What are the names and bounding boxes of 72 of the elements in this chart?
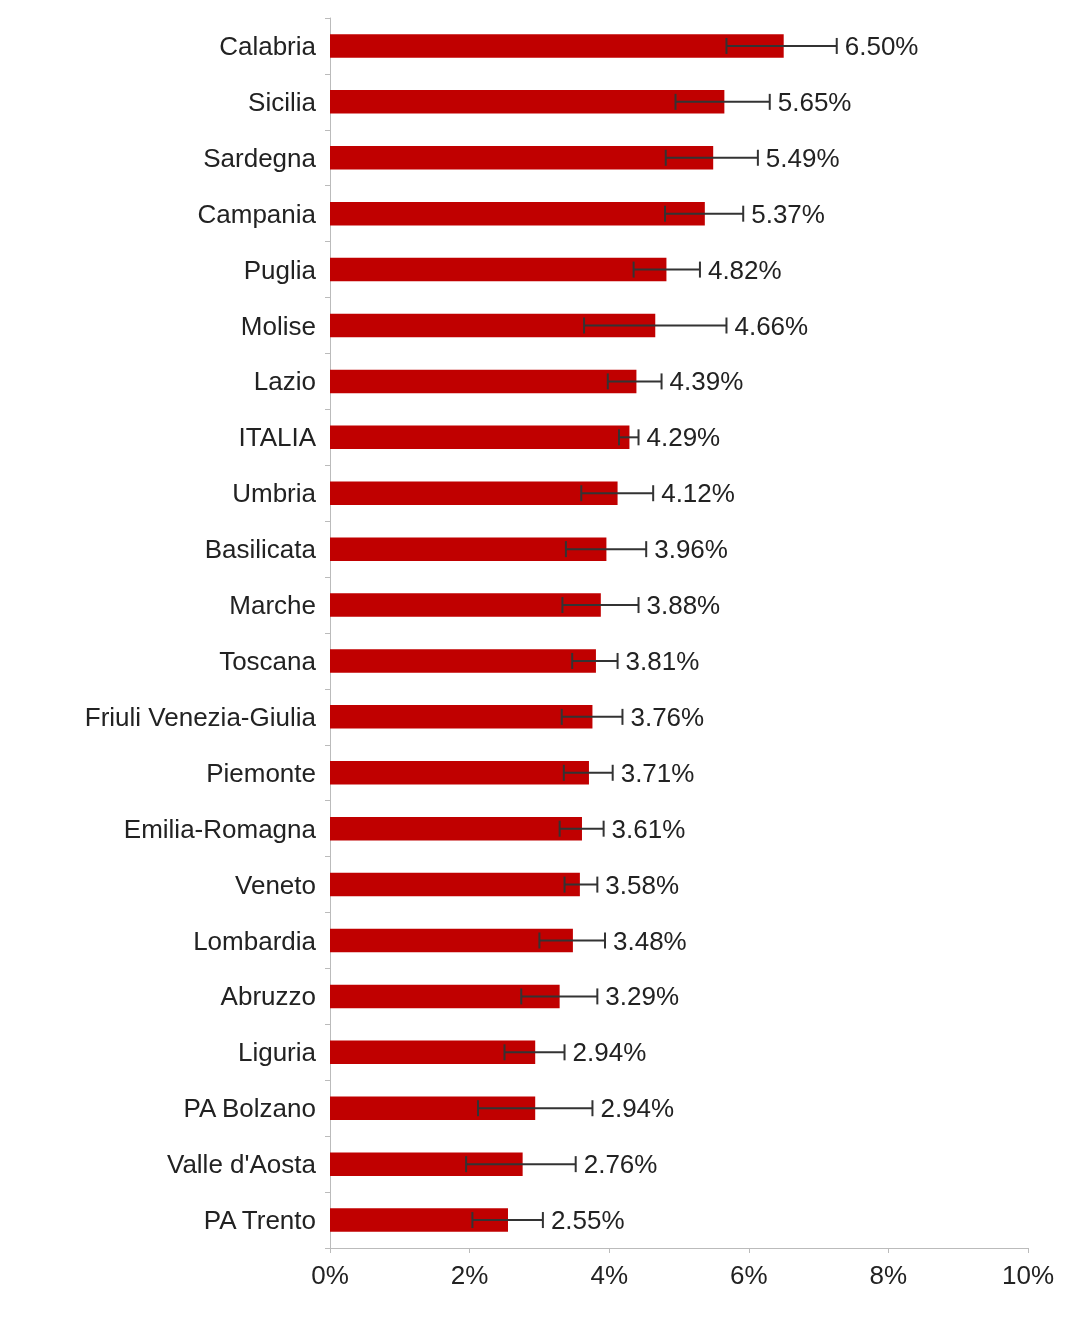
y-tick-label: Molise	[240, 310, 316, 341]
x-tick-label: 10%	[1001, 1260, 1055, 1290]
data-label: 2.76%	[583, 1149, 658, 1180]
data-label: 5.37%	[751, 198, 825, 229]
y-tick-label: ITALIA	[238, 422, 317, 453]
data-label: 3.76%	[630, 701, 705, 732]
bar	[330, 257, 667, 282]
bar	[330, 1096, 536, 1120]
bar	[330, 984, 560, 1009]
bar	[330, 761, 589, 785]
x-tick-label: 8%	[869, 1260, 908, 1290]
bar	[330, 816, 582, 841]
y-tick-label: Sicilia	[248, 86, 317, 117]
data-label: 3.48%	[613, 925, 687, 956]
x-tick-label: 6%	[730, 1260, 768, 1290]
y-tick-label: Lazio	[253, 366, 316, 397]
data-label: 3.61%	[611, 813, 686, 844]
y-tick-label: Emilia-Romagna	[123, 813, 317, 844]
y-tick-label: Marche	[229, 590, 316, 621]
data-label: 3.81%	[625, 645, 700, 676]
bar	[330, 90, 725, 114]
y-tick-label: PA Trento	[203, 1205, 316, 1236]
data-label: 4.66%	[734, 310, 809, 341]
y-tick-label: Sardegna	[203, 142, 317, 173]
bar	[330, 369, 637, 394]
data-label: 4.82%	[707, 254, 782, 285]
data-label: 3.29%	[605, 981, 680, 1012]
y-tick-label: Campania	[197, 198, 317, 229]
data-label: 5.49%	[765, 142, 840, 173]
bar	[330, 481, 618, 505]
y-tick-label: Piemonte	[206, 757, 316, 788]
bar	[330, 872, 580, 897]
y-tick-label: Abruzzo	[220, 981, 316, 1012]
data-label: 5.65%	[777, 86, 852, 117]
data-label: 2.55%	[550, 1205, 625, 1236]
bar	[330, 593, 601, 617]
x-tick-label: 0%	[311, 1260, 349, 1290]
y-tick-label: Lombardia	[193, 925, 317, 956]
data-label: 4.39%	[669, 366, 744, 397]
data-label: 3.88%	[646, 590, 721, 621]
y-tick-label: PA Bolzano	[183, 1093, 316, 1124]
data-label: 2.94%	[572, 1037, 647, 1068]
bar	[330, 201, 705, 226]
bar	[330, 425, 630, 450]
y-tick-label: Puglia	[243, 254, 317, 285]
bar	[330, 537, 607, 561]
data-label: 4.12%	[661, 478, 735, 509]
y-tick-label: Calabria	[219, 30, 317, 61]
y-tick-label: Liguria	[237, 1037, 317, 1068]
bar	[330, 705, 593, 729]
bar	[330, 928, 573, 953]
data-label: 6.50%	[844, 30, 919, 61]
data-label: 3.58%	[605, 869, 680, 900]
data-label: 4.29%	[646, 422, 721, 453]
y-tick-label: Toscana	[219, 645, 317, 676]
y-tick-label: Umbria	[232, 478, 317, 509]
bar	[330, 34, 784, 58]
x-tick-label: 4%	[590, 1260, 628, 1290]
y-tick-label: Valle d'Aosta	[166, 1149, 317, 1180]
data-label: 3.71%	[620, 757, 695, 788]
data-label: 2.94%	[600, 1093, 675, 1124]
data-label: 3.96%	[654, 534, 728, 565]
bar	[330, 649, 596, 673]
bar	[330, 1152, 523, 1176]
bar	[330, 313, 656, 338]
y-tick-label: Veneto	[235, 869, 316, 900]
y-tick-label: Friuli Venezia-Giulia	[84, 701, 317, 732]
bar	[330, 146, 714, 170]
bar	[330, 1040, 536, 1065]
bar	[330, 1208, 508, 1232]
y-tick-label: Basilicata	[204, 534, 317, 565]
x-tick-label: 2%	[450, 1260, 489, 1290]
